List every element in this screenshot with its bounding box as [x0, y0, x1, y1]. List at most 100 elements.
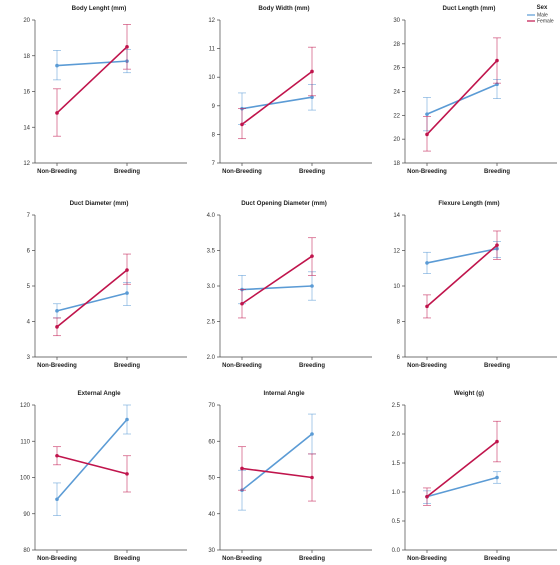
data-point — [310, 432, 314, 436]
series-male — [238, 413, 316, 511]
y-tick-label: 28 — [393, 42, 400, 48]
y-tick-label: 50 — [208, 476, 215, 482]
data-point — [240, 122, 244, 127]
series-line — [56, 60, 128, 67]
data-point — [495, 58, 499, 63]
y-tick-label: 12 — [23, 161, 30, 167]
y-tick-label: 10 — [393, 284, 400, 290]
series-line — [56, 454, 128, 475]
y-tick-label: 3 — [27, 355, 31, 361]
y-tick-label: 4.0 — [207, 213, 216, 219]
panel-5: Duct Opening Diameter (mm) 2.0 2.5 3.0 3.5 4.… — [207, 200, 372, 369]
x-category-label: Breeding — [114, 169, 140, 175]
y-tick-label: 40 — [208, 512, 215, 518]
y-tick-label: 0.5 — [392, 519, 401, 525]
y-tick-label: 11 — [209, 47, 216, 53]
y-tick-label: 24 — [393, 90, 400, 96]
y-tick-label: 16 — [23, 90, 30, 96]
x-category-label: Breeding — [114, 556, 140, 562]
series-male — [423, 79, 501, 132]
y-tick-label: 20 — [23, 18, 30, 24]
panel-4: Duct Diameter (mm) 3 4 5 6 7 Non-Breeding Breed… — [27, 200, 187, 369]
panel-6: Flexure Length (mm) 6 8 10 12 14 Non-Breeding B… — [393, 200, 557, 369]
series-male — [53, 282, 131, 319]
data-point — [240, 301, 244, 306]
data-point — [310, 254, 314, 258]
series-female — [423, 37, 501, 152]
series-female — [53, 446, 131, 493]
panel-title: Internal Angle — [263, 390, 305, 397]
data-point — [55, 309, 59, 313]
data-point — [495, 243, 499, 247]
series-line — [241, 70, 313, 126]
series-male — [423, 241, 501, 274]
series-line — [56, 292, 128, 312]
y-tick-label: 14 — [393, 213, 400, 219]
y-tick-label: 26 — [393, 66, 400, 72]
series-female — [238, 446, 316, 502]
data-point — [55, 453, 59, 458]
panel-title: Duct Length (mm) — [443, 5, 496, 12]
y-tick-label: 9 — [212, 104, 216, 110]
data-point — [125, 291, 129, 295]
data-point — [55, 63, 59, 68]
y-tick-label: 8 — [397, 320, 401, 326]
legend-title: Sex — [537, 5, 548, 11]
y-tick-label: 120 — [20, 403, 31, 409]
panel-7: External Angle 80 90 100 110 120 Non-Breeding B… — [20, 390, 187, 562]
series-line — [241, 96, 313, 110]
data-point — [495, 439, 499, 444]
series-male — [423, 471, 501, 504]
panel-1: Body Lenght (mm) 12 14 16 18 20 Non-Breeding Br… — [23, 5, 187, 175]
series-female — [423, 230, 501, 319]
series-female — [238, 237, 316, 319]
panel-8: Internal Angle 30 40 50 60 70 Non-Breeding Bree… — [208, 390, 372, 562]
x-category-label: Non-Breeding — [407, 363, 447, 369]
y-tick-label: 14 — [23, 125, 30, 131]
data-point — [425, 112, 429, 116]
panel-2: Body Width (mm) 7 8 9 10 11 12 Non-Breeding Bree… — [208, 5, 372, 175]
x-category-label: Non-Breeding — [407, 169, 447, 175]
x-category-label: Non-Breeding — [37, 169, 77, 175]
y-tick-label: 5 — [27, 284, 31, 290]
y-tick-label: 4 — [27, 320, 31, 326]
y-tick-label: 8 — [212, 132, 216, 138]
series-line — [426, 476, 498, 498]
y-tick-label: 80 — [23, 548, 30, 554]
y-tick-label: 2.5 — [392, 403, 401, 409]
series-line — [241, 255, 313, 305]
y-tick-label: 6 — [397, 355, 401, 361]
x-category-label: Non-Breeding — [407, 556, 447, 562]
series-line — [426, 244, 498, 308]
y-tick-label: 20 — [393, 137, 400, 143]
x-category-label: Breeding — [484, 556, 510, 562]
panel-title: Body Lenght (mm) — [72, 5, 127, 12]
y-tick-label: 30 — [393, 18, 400, 24]
y-tick-label: 1.5 — [392, 461, 401, 467]
y-tick-label: 22 — [393, 113, 400, 119]
y-tick-label: 18 — [393, 161, 400, 167]
y-tick-label: 70 — [208, 403, 215, 409]
data-point — [55, 325, 59, 329]
legend-label: Female — [537, 19, 554, 25]
y-tick-label: 18 — [23, 54, 30, 60]
y-tick-label: 2.5 — [207, 320, 216, 326]
x-category-label: Breeding — [299, 169, 325, 175]
panel-title: Flexure Length (mm) — [438, 200, 499, 207]
data-point — [425, 132, 429, 137]
panel-3: Duct Length (mm) 18 20 22 24 26 28 30 Non-Breedi… — [393, 5, 557, 175]
data-point — [55, 497, 59, 502]
y-tick-label: 10 — [208, 75, 215, 81]
series-line — [241, 285, 313, 291]
y-tick-label: 100 — [20, 476, 31, 482]
x-category-label: Breeding — [484, 363, 510, 369]
y-tick-label: 90 — [23, 512, 30, 518]
data-point — [425, 304, 429, 309]
panel-9: Weight (g) 0.0 0.5 1.0 1.5 2.0 2.5 Non-Breeding… — [392, 390, 557, 562]
data-point — [125, 417, 129, 422]
panel-title: Duct Diameter (mm) — [70, 200, 129, 207]
x-category-label: Non-Breeding — [222, 169, 262, 175]
y-tick-label: 6 — [27, 249, 31, 255]
x-category-label: Breeding — [299, 363, 325, 369]
